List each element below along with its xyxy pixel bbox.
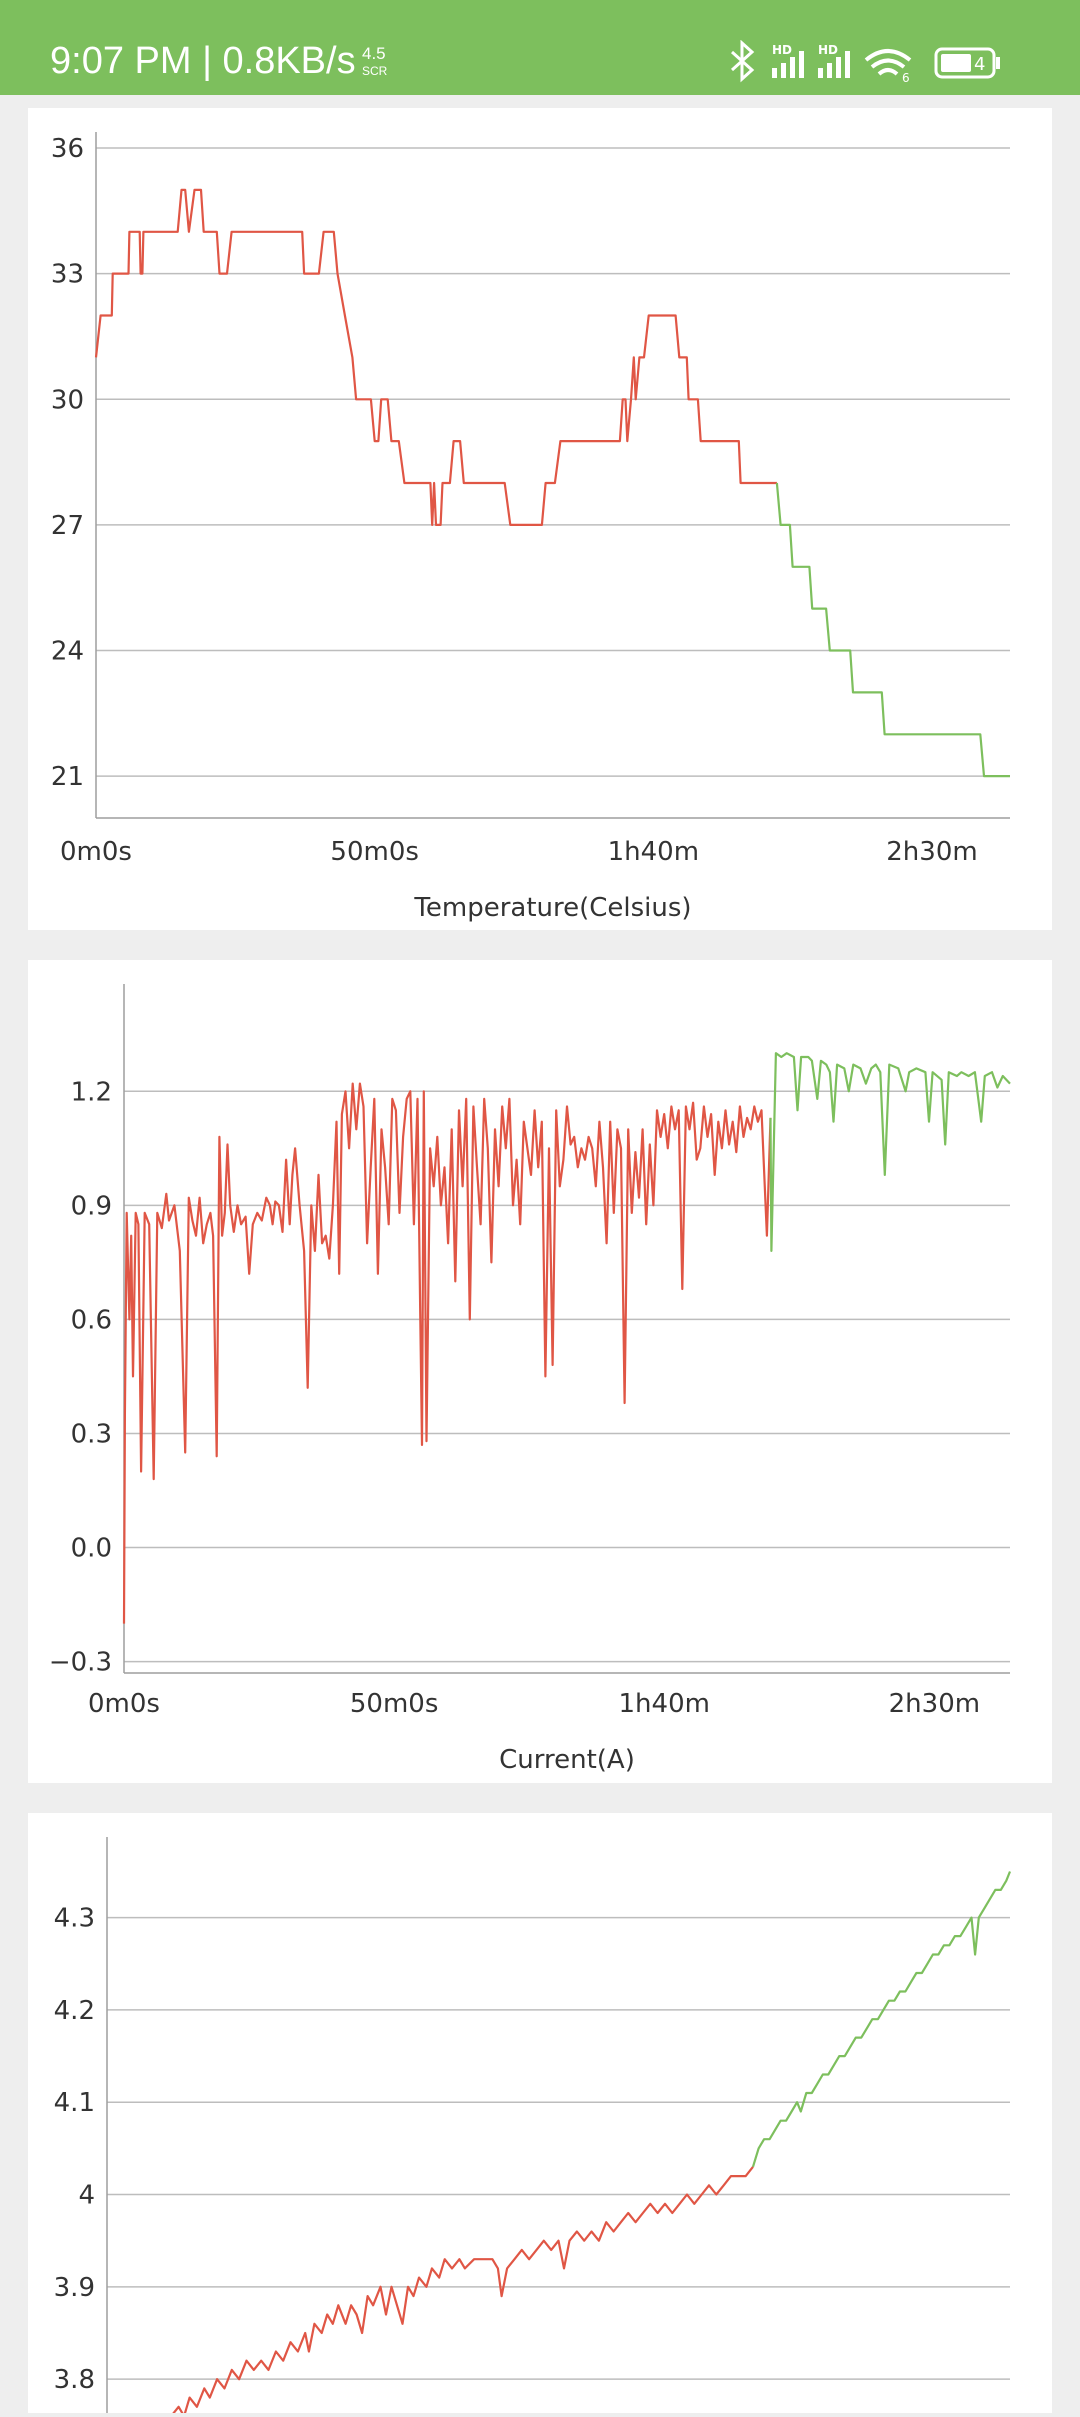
x-axis-label: Temperature(Celsius) xyxy=(413,893,691,923)
x-tick-label: 1h40m xyxy=(619,1689,710,1719)
discharge-series-line xyxy=(158,2166,754,2417)
y-tick-label: 24 xyxy=(51,637,84,667)
network-type-label: HD xyxy=(818,43,838,57)
x-tick-label: 2h30m xyxy=(886,837,977,867)
charge-series-line xyxy=(775,482,1010,778)
network-type-label: HD xyxy=(772,43,792,57)
charge-series-line xyxy=(751,1871,1012,2168)
status-icons: HD HD 6 4 xyxy=(730,39,1030,85)
network-speed-unit: 4.5 SCR xyxy=(362,44,388,79)
temperature-chart: 21 24 27 30 33 36 0m0s 50m0s 1h40m 2h30m Temperatu… xyxy=(51,132,1010,923)
y-tick-label: 4.1 xyxy=(54,2088,95,2118)
status-bar: 9:07 PM | 0.8KB/s 4.5 SCR HD HD 6 xyxy=(0,0,1080,95)
network-speed-label: SCR xyxy=(362,64,388,78)
charge-series-line xyxy=(769,1052,1011,1252)
y-tick-label: 33 xyxy=(51,260,84,290)
y-tick-label: 30 xyxy=(51,385,84,415)
discharge-series-line xyxy=(122,1082,772,1624)
x-tick-label: 50m0s xyxy=(330,837,419,867)
y-tick-label: 3.9 xyxy=(54,2273,95,2303)
bluetooth-icon xyxy=(730,39,755,83)
y-tick-label: 0.3 xyxy=(71,1419,112,1449)
voltage-chart: 3.8 3.9 4 4.1 4.2 4.3 xyxy=(54,1837,1012,2417)
current-chart: −0.3 0.0 0.3 0.6 0.9 1.2 0m0s 50m0s 1h40m 2h30m Cu… xyxy=(49,984,1011,1775)
x-tick-label: 0m0s xyxy=(88,1689,160,1719)
signal-icon: HD xyxy=(772,43,804,78)
y-tick-label: 0.9 xyxy=(71,1191,112,1221)
battery-level: 4 xyxy=(974,54,985,75)
y-tick-label: 3.8 xyxy=(54,2365,95,2395)
y-tick-label: 4 xyxy=(78,2181,95,2211)
x-tick-label: 0m0s xyxy=(60,837,132,867)
y-tick-label: 27 xyxy=(51,511,84,541)
y-tick-label: 4.3 xyxy=(54,1904,95,1934)
y-tick-label: −0.3 xyxy=(49,1648,112,1678)
y-tick-label: 36 xyxy=(51,134,84,164)
status-time: 9:07 PM | 0.8KB/s xyxy=(50,40,356,82)
discharge-series-line xyxy=(94,188,777,526)
x-tick-label: 1h40m xyxy=(608,837,699,867)
x-tick-label: 50m0s xyxy=(350,1689,439,1719)
current-chart-card: −0.3 0.0 0.3 0.6 0.9 1.2 0m0s 50m0s 1h40m 2h30m Cu… xyxy=(28,960,1052,1783)
network-speed-value: 4.5 xyxy=(362,44,386,63)
temperature-chart-card: 21 24 27 30 33 36 0m0s 50m0s 1h40m 2h30m Temperatu… xyxy=(28,108,1052,930)
y-tick-label: 0.6 xyxy=(71,1305,112,1335)
x-axis-label: Current(A) xyxy=(499,1745,635,1775)
battery-icon: 4 xyxy=(934,47,1000,79)
signal-icon: HD xyxy=(818,43,850,78)
y-tick-label: 21 xyxy=(51,762,84,792)
wifi-label: 6 xyxy=(902,71,910,84)
wifi-icon: 6 xyxy=(864,49,912,85)
y-tick-label: 4.2 xyxy=(54,1996,95,2026)
y-tick-label: 0.0 xyxy=(71,1534,112,1564)
y-tick-label: 1.2 xyxy=(71,1077,112,1107)
x-tick-label: 2h30m xyxy=(889,1689,980,1719)
voltage-chart-card: 3.8 3.9 4 4.1 4.2 4.3 xyxy=(28,1813,1052,2417)
